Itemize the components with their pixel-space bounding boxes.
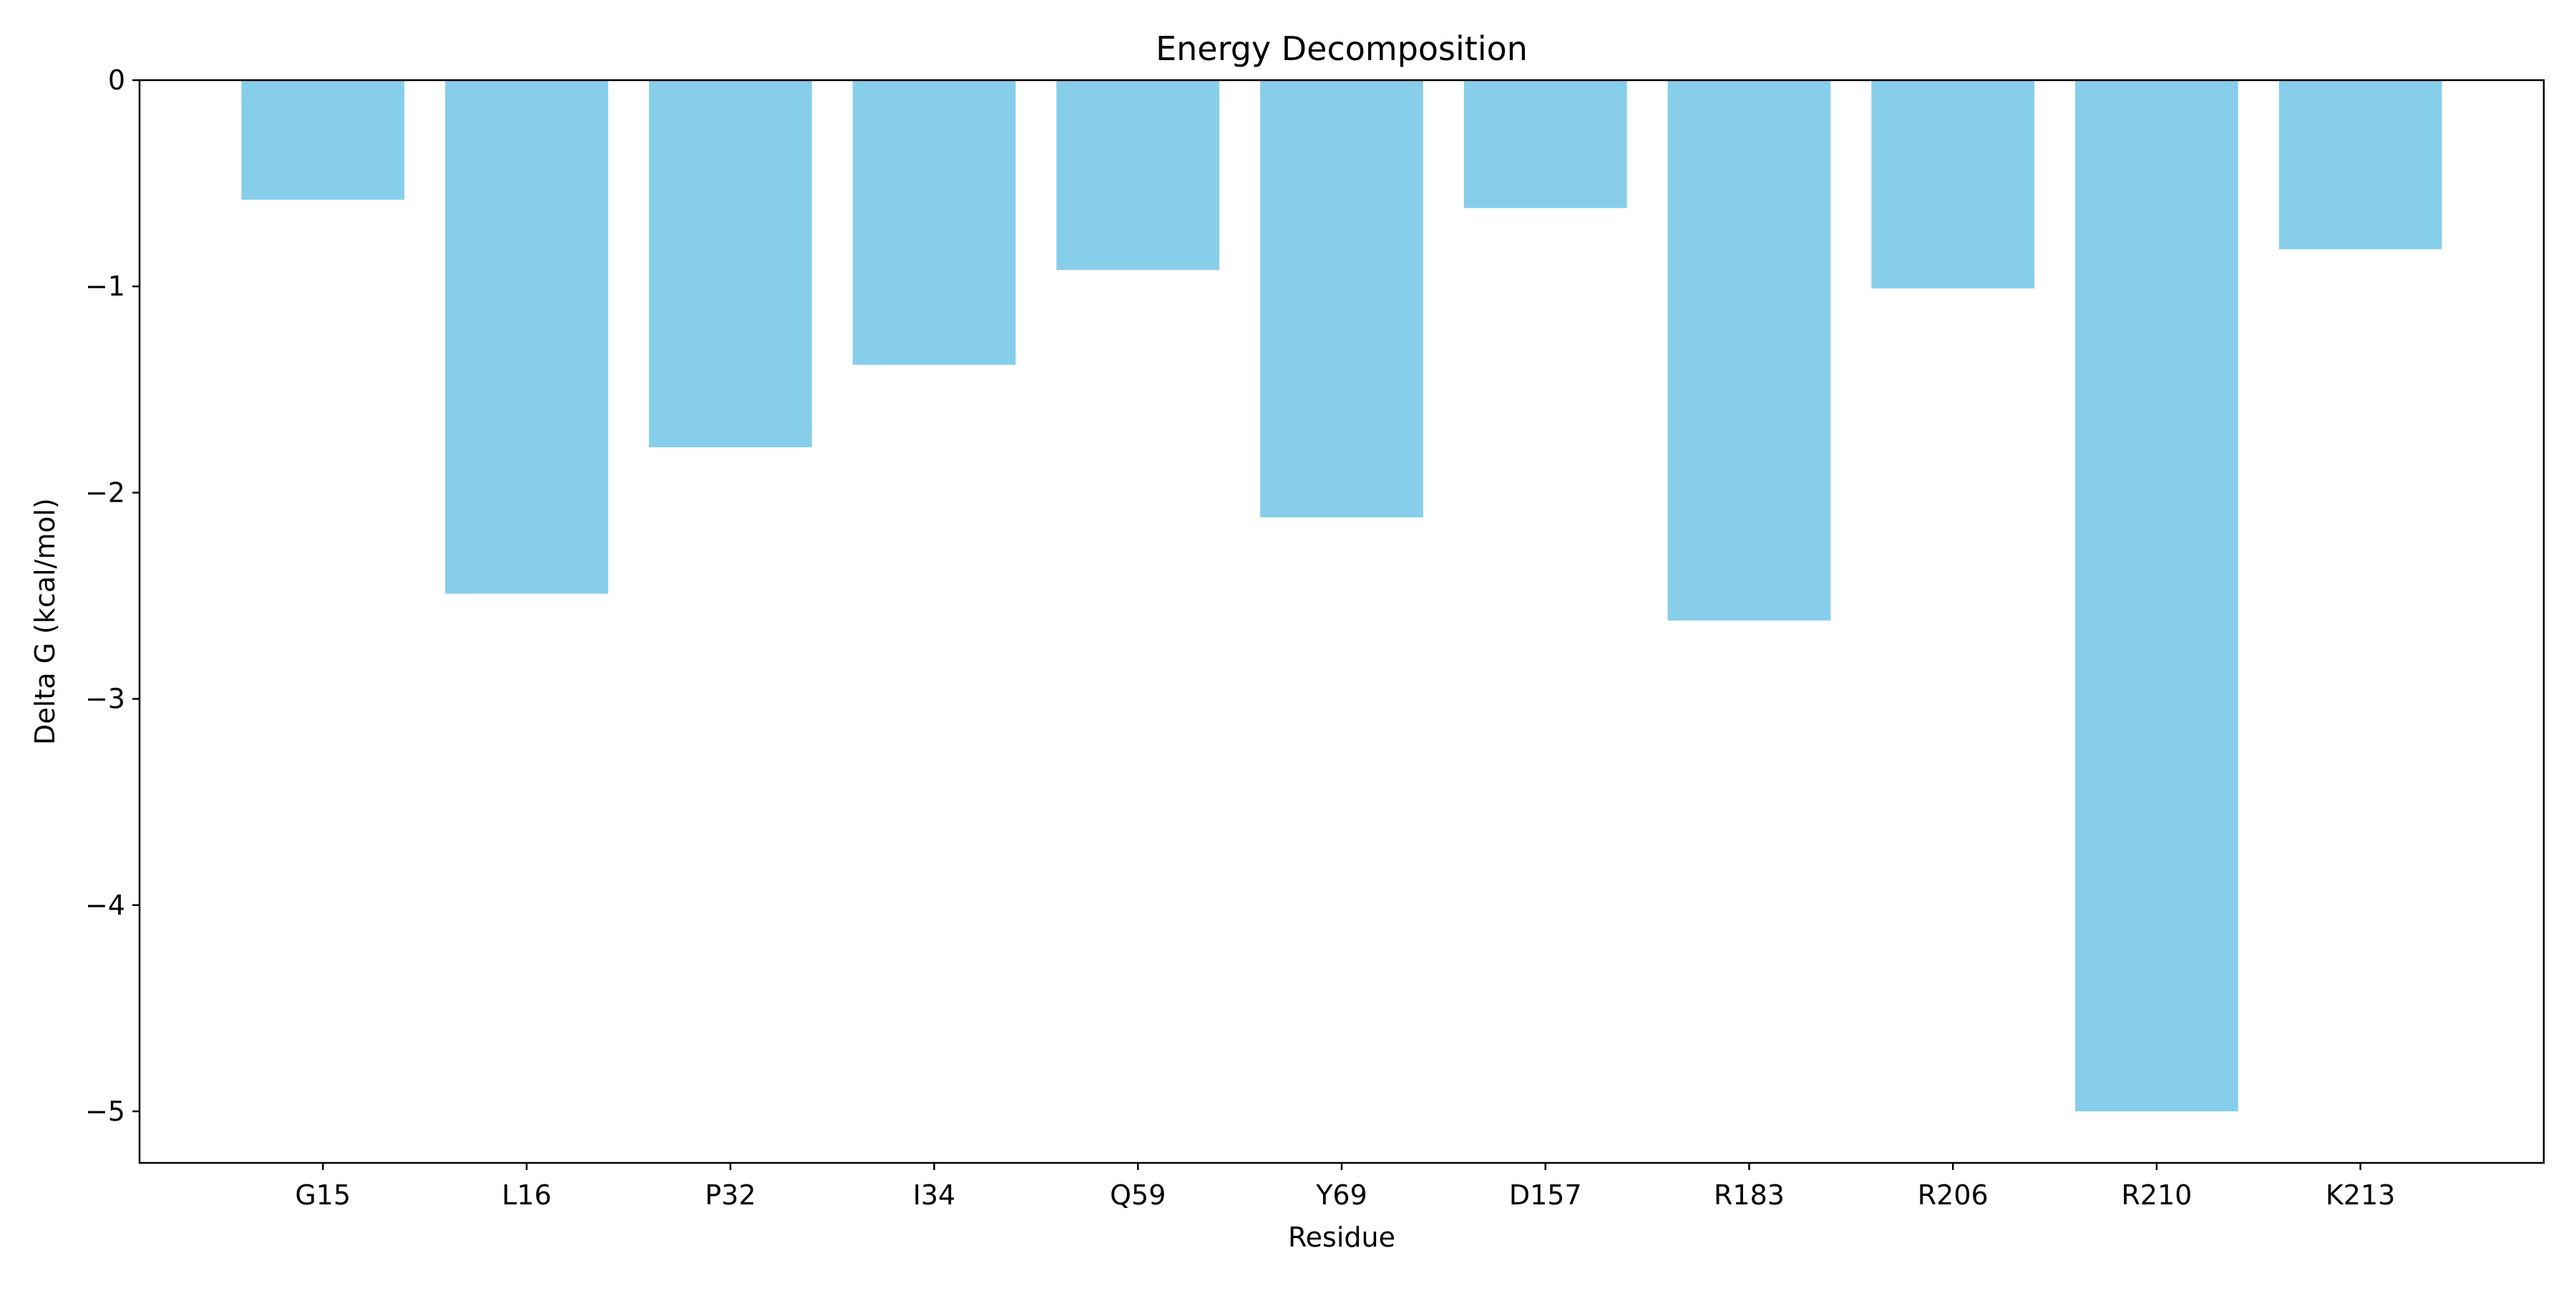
x-tick-label: R183 [1714, 1179, 1785, 1211]
y-tick-label: 0 [108, 64, 125, 96]
x-tick-label: G15 [295, 1179, 351, 1211]
x-tick-label: R206 [1918, 1179, 1989, 1211]
bars-layer [241, 80, 2442, 1111]
bar-r183 [1667, 80, 1831, 621]
y-axis-label: Delta G (kcal/mol) [29, 498, 61, 745]
x-tick-label: Q59 [1110, 1179, 1166, 1211]
y-tick-label: −1 [85, 271, 125, 302]
x-tick-label: Y69 [1315, 1179, 1367, 1211]
x-tick-label: P32 [705, 1179, 756, 1211]
y-tick-label: −3 [85, 683, 125, 715]
y-tick-label: −2 [85, 477, 125, 508]
bar-y69 [1260, 80, 1423, 517]
x-tick-label: I34 [913, 1179, 956, 1211]
bar-d157 [1463, 80, 1627, 208]
chart-title: Energy Decomposition [1156, 29, 1528, 68]
x-tick-label: D157 [1509, 1179, 1582, 1211]
bar-q59 [1056, 80, 1220, 271]
x-tick-label: R210 [2122, 1179, 2192, 1211]
bar-i34 [852, 80, 1016, 365]
y-tick-label: −4 [85, 890, 125, 921]
x-tick-label: K213 [2326, 1179, 2395, 1211]
y-axis-ticks: 0 −1 −2 −3 −4 −5 [85, 64, 140, 1127]
plot-frame [138, 79, 2545, 1164]
x-axis-label: Residue [1288, 1222, 1395, 1253]
x-axis-ticks: G15 L16 P32 I34 Q59 Y69 D157 R183 R206 R210 K213 [295, 1163, 2395, 1211]
bar-r210 [2075, 80, 2238, 1111]
y-tick-label: −5 [85, 1096, 125, 1127]
bar-l16 [445, 80, 608, 594]
x-tick-label: L16 [502, 1179, 552, 1211]
bar-k213 [2278, 80, 2442, 250]
bar-g15 [241, 80, 405, 200]
bar-p32 [648, 80, 812, 447]
bar-r206 [1871, 80, 2035, 289]
